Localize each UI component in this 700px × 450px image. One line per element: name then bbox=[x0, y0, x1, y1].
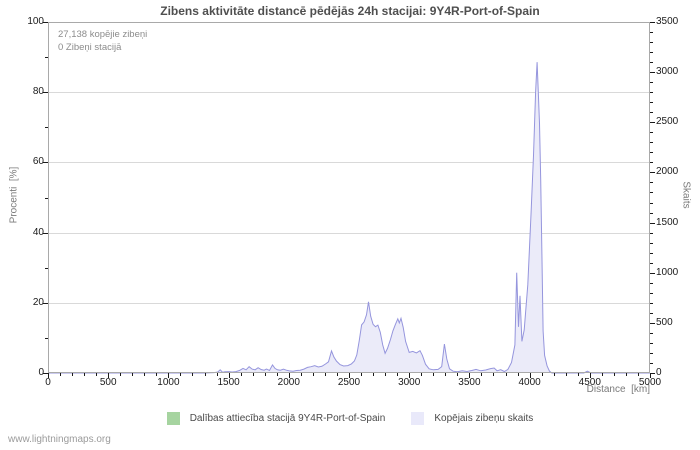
legend-label: Dalības attiecība stacijā 9Y4R-Port-of-S… bbox=[189, 413, 386, 424]
y-right-tick-label: 1000 bbox=[656, 266, 679, 278]
total-strikes-annotation: 27,138 kopējie zibeņi bbox=[58, 29, 148, 40]
watermark-url: www.lightningmaps.org bbox=[8, 434, 111, 445]
y-right-tick-label: 500 bbox=[656, 316, 673, 328]
x-tick-label: 3000 bbox=[398, 377, 421, 388]
legend-item-station-ratio: Dalības attiecība stacijā 9Y4R-Port-of-S… bbox=[166, 412, 386, 425]
y-right-tick-label: 2000 bbox=[656, 166, 679, 178]
y-left-tick-label: 40 bbox=[32, 226, 44, 238]
right-axis-title: Skaits bbox=[680, 181, 692, 209]
y-right-tick-label: 3500 bbox=[656, 16, 679, 27]
x-tick-label: 500 bbox=[99, 377, 117, 388]
x-axis-title: Distance [km] bbox=[586, 384, 650, 395]
chart-title: Zibens aktivitāte distancē pēdējās 24h s… bbox=[160, 4, 540, 18]
legend-label: Kopējais zibeņu skaits bbox=[434, 413, 534, 424]
x-tick-label: 2000 bbox=[277, 377, 300, 388]
y-left-tick-label: 80 bbox=[32, 86, 44, 98]
total-strikes-swatch-icon bbox=[411, 412, 425, 425]
y-right-tick-label: 1500 bbox=[656, 216, 679, 228]
x-tick-label: 5000 bbox=[638, 377, 662, 388]
x-tick-label: 0 bbox=[45, 377, 51, 388]
x-tick-label: 4500 bbox=[578, 377, 601, 388]
left-axis-title: Procenti [%] bbox=[8, 166, 20, 224]
y-right-tick-label: 3000 bbox=[656, 66, 679, 78]
y-left-tick-label: 100 bbox=[27, 16, 44, 27]
y-left-tick-label: 20 bbox=[32, 296, 44, 308]
x-tick-label: 4000 bbox=[518, 377, 541, 388]
y-left-tick-label: 60 bbox=[32, 156, 44, 168]
legend-item-total-strikes: Kopējais zibeņu skaits bbox=[411, 412, 533, 425]
y-right-tick-label: 2500 bbox=[656, 116, 679, 128]
legend: Dalības attiecība stacijā 9Y4R-Port-of-S… bbox=[0, 412, 700, 425]
x-tick-label: 2500 bbox=[337, 377, 361, 388]
station-ratio-swatch-icon bbox=[166, 412, 180, 425]
x-tick-label: 3500 bbox=[458, 377, 481, 388]
x-tick-label: 1000 bbox=[157, 377, 180, 388]
station-strikes-annotation: 0 Zibeņi stacijā bbox=[58, 42, 122, 53]
x-tick-label: 1500 bbox=[217, 377, 240, 388]
y-left-tick-label: 0 bbox=[38, 367, 44, 378]
y-right-tick-label: 0 bbox=[656, 367, 662, 378]
